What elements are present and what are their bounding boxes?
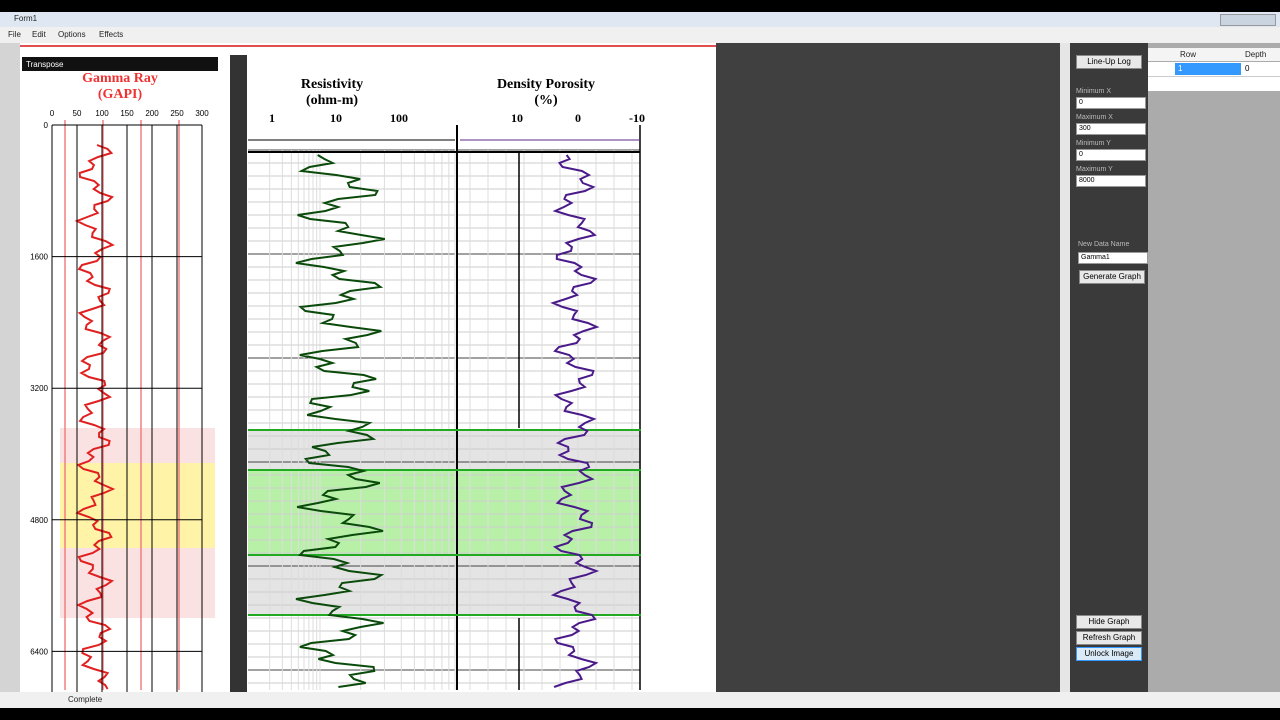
grid-new-row[interactable] xyxy=(1148,76,1280,91)
grid-cell: 0 xyxy=(1245,64,1250,73)
scale-label: 0 xyxy=(575,111,581,125)
scale-label: 100 xyxy=(390,111,408,125)
field-input[interactable]: Gamma1 xyxy=(1078,252,1148,264)
menu-item[interactable]: Effects xyxy=(99,30,124,39)
transpose-label: Transpose xyxy=(26,60,64,69)
den-unit: (%) xyxy=(534,93,558,108)
gamma-band xyxy=(60,548,215,618)
log-curve xyxy=(550,154,600,688)
grid-header: Row xyxy=(1180,50,1197,59)
y-tick-label: 3200 xyxy=(30,384,48,393)
field-input[interactable]: 300 xyxy=(1076,123,1146,135)
generate-button[interactable]: Generate Graph xyxy=(1079,270,1145,284)
scale-label: 10 xyxy=(511,111,523,125)
gamma-band xyxy=(60,463,215,548)
den-title: Density Porosity xyxy=(497,77,595,92)
x-tick-label: 200 xyxy=(145,109,159,118)
unlock-button[interactable]: Unlock Image xyxy=(1076,647,1142,661)
refresh-button[interactable]: Refresh Graph xyxy=(1076,631,1142,645)
field-label: Minimum X xyxy=(1076,88,1112,95)
window-controls[interactable] xyxy=(1220,14,1276,26)
field-input[interactable]: 0 xyxy=(1076,149,1146,161)
x-tick-label: 300 xyxy=(195,109,209,118)
res-title: Resistivity xyxy=(301,77,363,92)
shale-band xyxy=(248,555,641,615)
gamma-band xyxy=(60,428,215,463)
y-tick-label: 6400 xyxy=(30,647,48,656)
window-title: Form1 xyxy=(14,14,38,23)
scale-label: -10 xyxy=(629,111,645,125)
scrollbar[interactable] xyxy=(1060,43,1070,692)
menu-item[interactable]: File xyxy=(8,30,21,39)
menu-item[interactable]: Options xyxy=(58,30,86,39)
gamma-unit: (GAPI) xyxy=(98,87,143,102)
log-curve xyxy=(74,144,116,690)
log-curve xyxy=(295,154,385,688)
toolbar xyxy=(0,43,20,692)
field-label: Maximum X xyxy=(1076,114,1113,121)
title-bar: Form1 xyxy=(0,12,1280,27)
menu-item[interactable]: Edit xyxy=(32,30,46,39)
grid-cell: 1 xyxy=(1178,64,1183,73)
scale-label: 10 xyxy=(330,111,342,125)
transpose-bar[interactable] xyxy=(22,57,218,71)
grid-header-row xyxy=(1148,48,1280,61)
field-input[interactable]: 8000 xyxy=(1076,175,1146,187)
data-grid: Row Depth 1 0 xyxy=(1148,43,1280,692)
lineup-button[interactable]: Line-Up Log xyxy=(1076,55,1142,69)
x-tick-label: 50 xyxy=(73,109,82,118)
field-label: Maximum Y xyxy=(1076,166,1113,173)
hide-button[interactable]: Hide Graph xyxy=(1076,615,1142,629)
red-rule xyxy=(20,45,716,47)
y-tick-label: 0 xyxy=(44,121,49,130)
y-tick-label: 1600 xyxy=(30,253,48,262)
y-tick-label: 4800 xyxy=(30,516,48,525)
field-label: Minimum Y xyxy=(1076,140,1111,147)
x-tick-label: 150 xyxy=(120,109,134,118)
splitter[interactable] xyxy=(230,55,247,692)
gamma-title: Gamma Ray xyxy=(82,71,158,86)
x-tick-label: 0 xyxy=(50,109,55,118)
empty-area xyxy=(716,43,1060,692)
menu-bar: File Edit Options Effects xyxy=(0,27,1280,43)
x-tick-label: 100 xyxy=(95,109,109,118)
scale-label: 1 xyxy=(269,111,275,125)
status-bar: Complete xyxy=(0,692,1280,708)
grid-cell-selected xyxy=(1175,63,1241,75)
grid-header: Depth xyxy=(1245,50,1267,59)
control-panel: Line-Up Log Minimum X 0 Maximum X 300 Minimum… xyxy=(1070,43,1148,692)
field-label: New Data Name xyxy=(1078,241,1130,248)
x-tick-label: 250 xyxy=(170,109,184,118)
res-unit: (ohm-m) xyxy=(306,93,358,108)
field-input[interactable]: 0 xyxy=(1076,97,1146,109)
status-text: Complete xyxy=(68,695,103,704)
